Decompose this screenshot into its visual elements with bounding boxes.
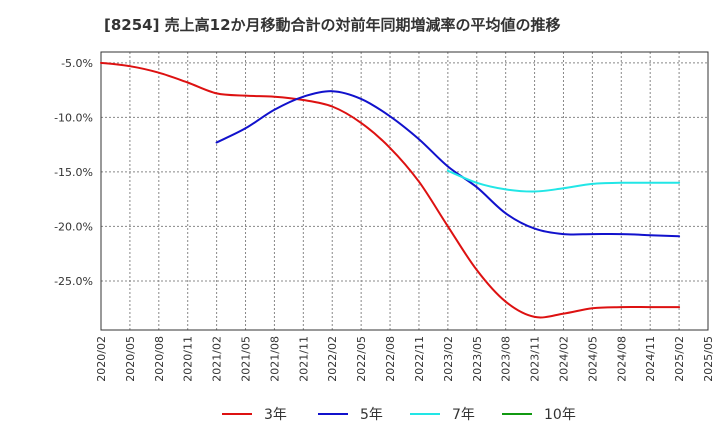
x-tick-label: 2023/08 xyxy=(500,336,513,382)
x-tick-label: 2024/02 xyxy=(557,336,570,382)
x-tick-label: 2021/11 xyxy=(297,336,310,382)
x-tick-label: 2025/05 xyxy=(702,336,715,382)
x-axis-ticks: 2020/02 2020/05 2020/08 2020/11 2021/02 2021/… xyxy=(95,336,715,382)
grid-lines xyxy=(101,52,708,330)
x-tick-label: 2022/05 xyxy=(355,336,368,382)
x-tick-label: 2025/02 xyxy=(673,336,686,382)
y-tick-label: -15.0% xyxy=(54,166,93,179)
x-tick-label: 2021/02 xyxy=(211,336,224,382)
legend-label-2: 7年 xyxy=(452,407,475,423)
x-tick-label: 2023/02 xyxy=(442,336,455,382)
series-lines xyxy=(100,61,681,319)
series-line-2 xyxy=(446,169,681,193)
y-tick-label: -10.0% xyxy=(54,111,93,124)
series-line-0 xyxy=(100,61,681,319)
x-tick-label: 2022/08 xyxy=(384,336,397,382)
y-tick-label: -5.0% xyxy=(61,57,93,70)
x-tick-label: 2024/11 xyxy=(644,336,657,382)
y-tick-label: -25.0% xyxy=(54,275,93,288)
series-line-1 xyxy=(215,90,681,238)
x-tick-label: 2020/08 xyxy=(153,336,166,382)
x-tick-label: 2021/08 xyxy=(268,336,281,382)
x-tick-label: 2022/11 xyxy=(413,336,426,382)
chart-title: [8254] 売上高12か月移動合計の対前年同期増減率の平均値の推移 xyxy=(104,16,561,34)
x-tick-label: 2021/05 xyxy=(240,336,253,382)
x-tick-label: 2023/05 xyxy=(471,336,484,382)
legend-label-3: 10年 xyxy=(544,407,576,423)
legend-label-1: 5年 xyxy=(360,407,383,423)
y-tick-label: -20.0% xyxy=(54,220,93,233)
x-tick-label: 2023/11 xyxy=(529,336,542,382)
y-axis-ticks: -5.0% -10.0% -15.0% -20.0% -25.0% xyxy=(54,57,93,288)
legend: 3年 5年 7年 10年 xyxy=(222,407,576,423)
x-tick-label: 2024/05 xyxy=(586,336,599,382)
plot-area-border xyxy=(100,51,709,331)
legend-label-0: 3年 xyxy=(264,407,287,423)
x-tick-label: 2024/08 xyxy=(615,336,628,382)
x-tick-label: 2020/11 xyxy=(182,336,195,382)
x-tick-label: 2020/05 xyxy=(124,336,137,382)
x-tick-label: 2020/02 xyxy=(95,336,108,382)
x-tick-label: 2022/02 xyxy=(326,336,339,382)
